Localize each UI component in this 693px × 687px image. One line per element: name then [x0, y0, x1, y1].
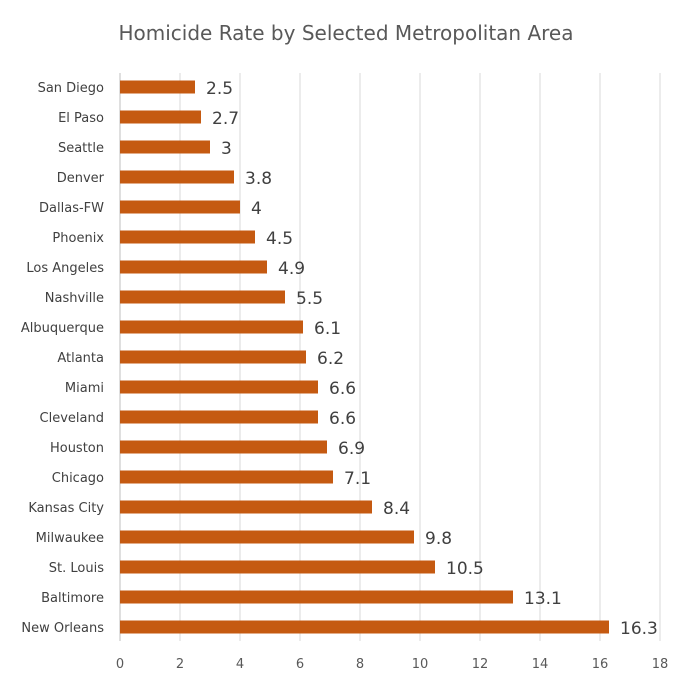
category-label: Nashville — [45, 291, 104, 306]
category-label: Chicago — [52, 471, 104, 486]
x-tick-label: 6 — [296, 657, 304, 672]
bar — [120, 290, 285, 304]
bar — [120, 170, 234, 184]
category-label: Miami — [65, 381, 104, 396]
category-label: New Orleans — [21, 621, 104, 636]
data-label: 6.9 — [338, 439, 365, 459]
data-label: 7.1 — [344, 469, 371, 489]
bar — [120, 410, 318, 424]
data-label: 4.9 — [278, 259, 305, 279]
category-label: San Diego — [38, 81, 104, 96]
bar — [120, 440, 327, 454]
category-label: Houston — [50, 441, 104, 456]
x-tick-label: 8 — [356, 657, 364, 672]
data-label: 2.7 — [212, 109, 239, 129]
data-label: 3 — [221, 139, 232, 159]
bar — [120, 140, 210, 154]
data-label: 4.5 — [266, 229, 293, 249]
bar — [120, 230, 255, 244]
bar — [120, 260, 267, 274]
x-tick-label: 10 — [412, 657, 429, 672]
data-label: 4 — [251, 199, 262, 219]
x-tick-label: 14 — [532, 657, 549, 672]
data-labels: 2.5 2.7 3 3.8 44.5 4.9 5.5 6.1 6.2 6.6 6.6 6.9 7.1 8.… — [206, 79, 658, 639]
data-label: 6.1 — [314, 319, 341, 339]
x-tick-label: 18 — [652, 657, 669, 672]
bar — [120, 530, 414, 544]
x-tick-label: 12 — [472, 657, 489, 672]
bar — [120, 80, 195, 94]
gridlines — [119, 73, 661, 641]
category-label: Baltimore — [41, 591, 104, 606]
category-label: Cleveland — [40, 411, 104, 426]
category-label: Atlanta — [57, 351, 104, 366]
x-tick-label: 2 — [176, 657, 184, 672]
bar — [120, 500, 372, 514]
bars — [120, 80, 609, 634]
category-label: St. Louis — [49, 561, 104, 576]
category-labels: San Diego El Paso Seattle Denver Dallas-FW Ph… — [21, 81, 105, 636]
category-label: Kansas City — [28, 501, 104, 516]
data-label: 5.5 — [296, 289, 323, 309]
category-label: Denver — [57, 171, 105, 186]
category-label: Milwaukee — [36, 531, 104, 546]
data-label: 16.3 — [620, 619, 658, 639]
x-tick-label: 4 — [236, 657, 244, 672]
x-tick-label: 0 — [116, 657, 124, 672]
data-label: 6.2 — [317, 349, 344, 369]
data-label: 8.4 — [383, 499, 410, 519]
bar — [120, 110, 201, 124]
bar — [120, 350, 306, 364]
category-label: Los Angeles — [26, 261, 104, 276]
category-label: El Paso — [58, 111, 104, 126]
data-label: 6.6 — [329, 379, 356, 399]
bar — [120, 620, 609, 634]
x-tick-label: 16 — [592, 657, 609, 672]
bar — [120, 470, 333, 484]
bar — [120, 560, 435, 574]
bar — [120, 590, 513, 604]
category-label: Albuquerque — [21, 321, 104, 336]
bar — [120, 200, 240, 214]
bar — [120, 320, 303, 334]
category-label: Phoenix — [52, 231, 104, 246]
data-label: 9.8 — [425, 529, 452, 549]
category-label: Seattle — [58, 141, 104, 156]
data-label: 6.6 — [329, 409, 356, 429]
x-axis-tick-labels: 0 2 4 6 8 10 12 14 16 18 — [116, 657, 668, 672]
bar — [120, 380, 318, 394]
data-label: 3.8 — [245, 169, 272, 189]
category-label: Dallas-FW — [39, 201, 104, 216]
data-label: 10.5 — [446, 559, 484, 579]
data-label: 2.5 — [206, 79, 233, 99]
chart-title: Homicide Rate by Selected Metropolitan A… — [118, 21, 573, 45]
data-label: 13.1 — [524, 589, 562, 609]
